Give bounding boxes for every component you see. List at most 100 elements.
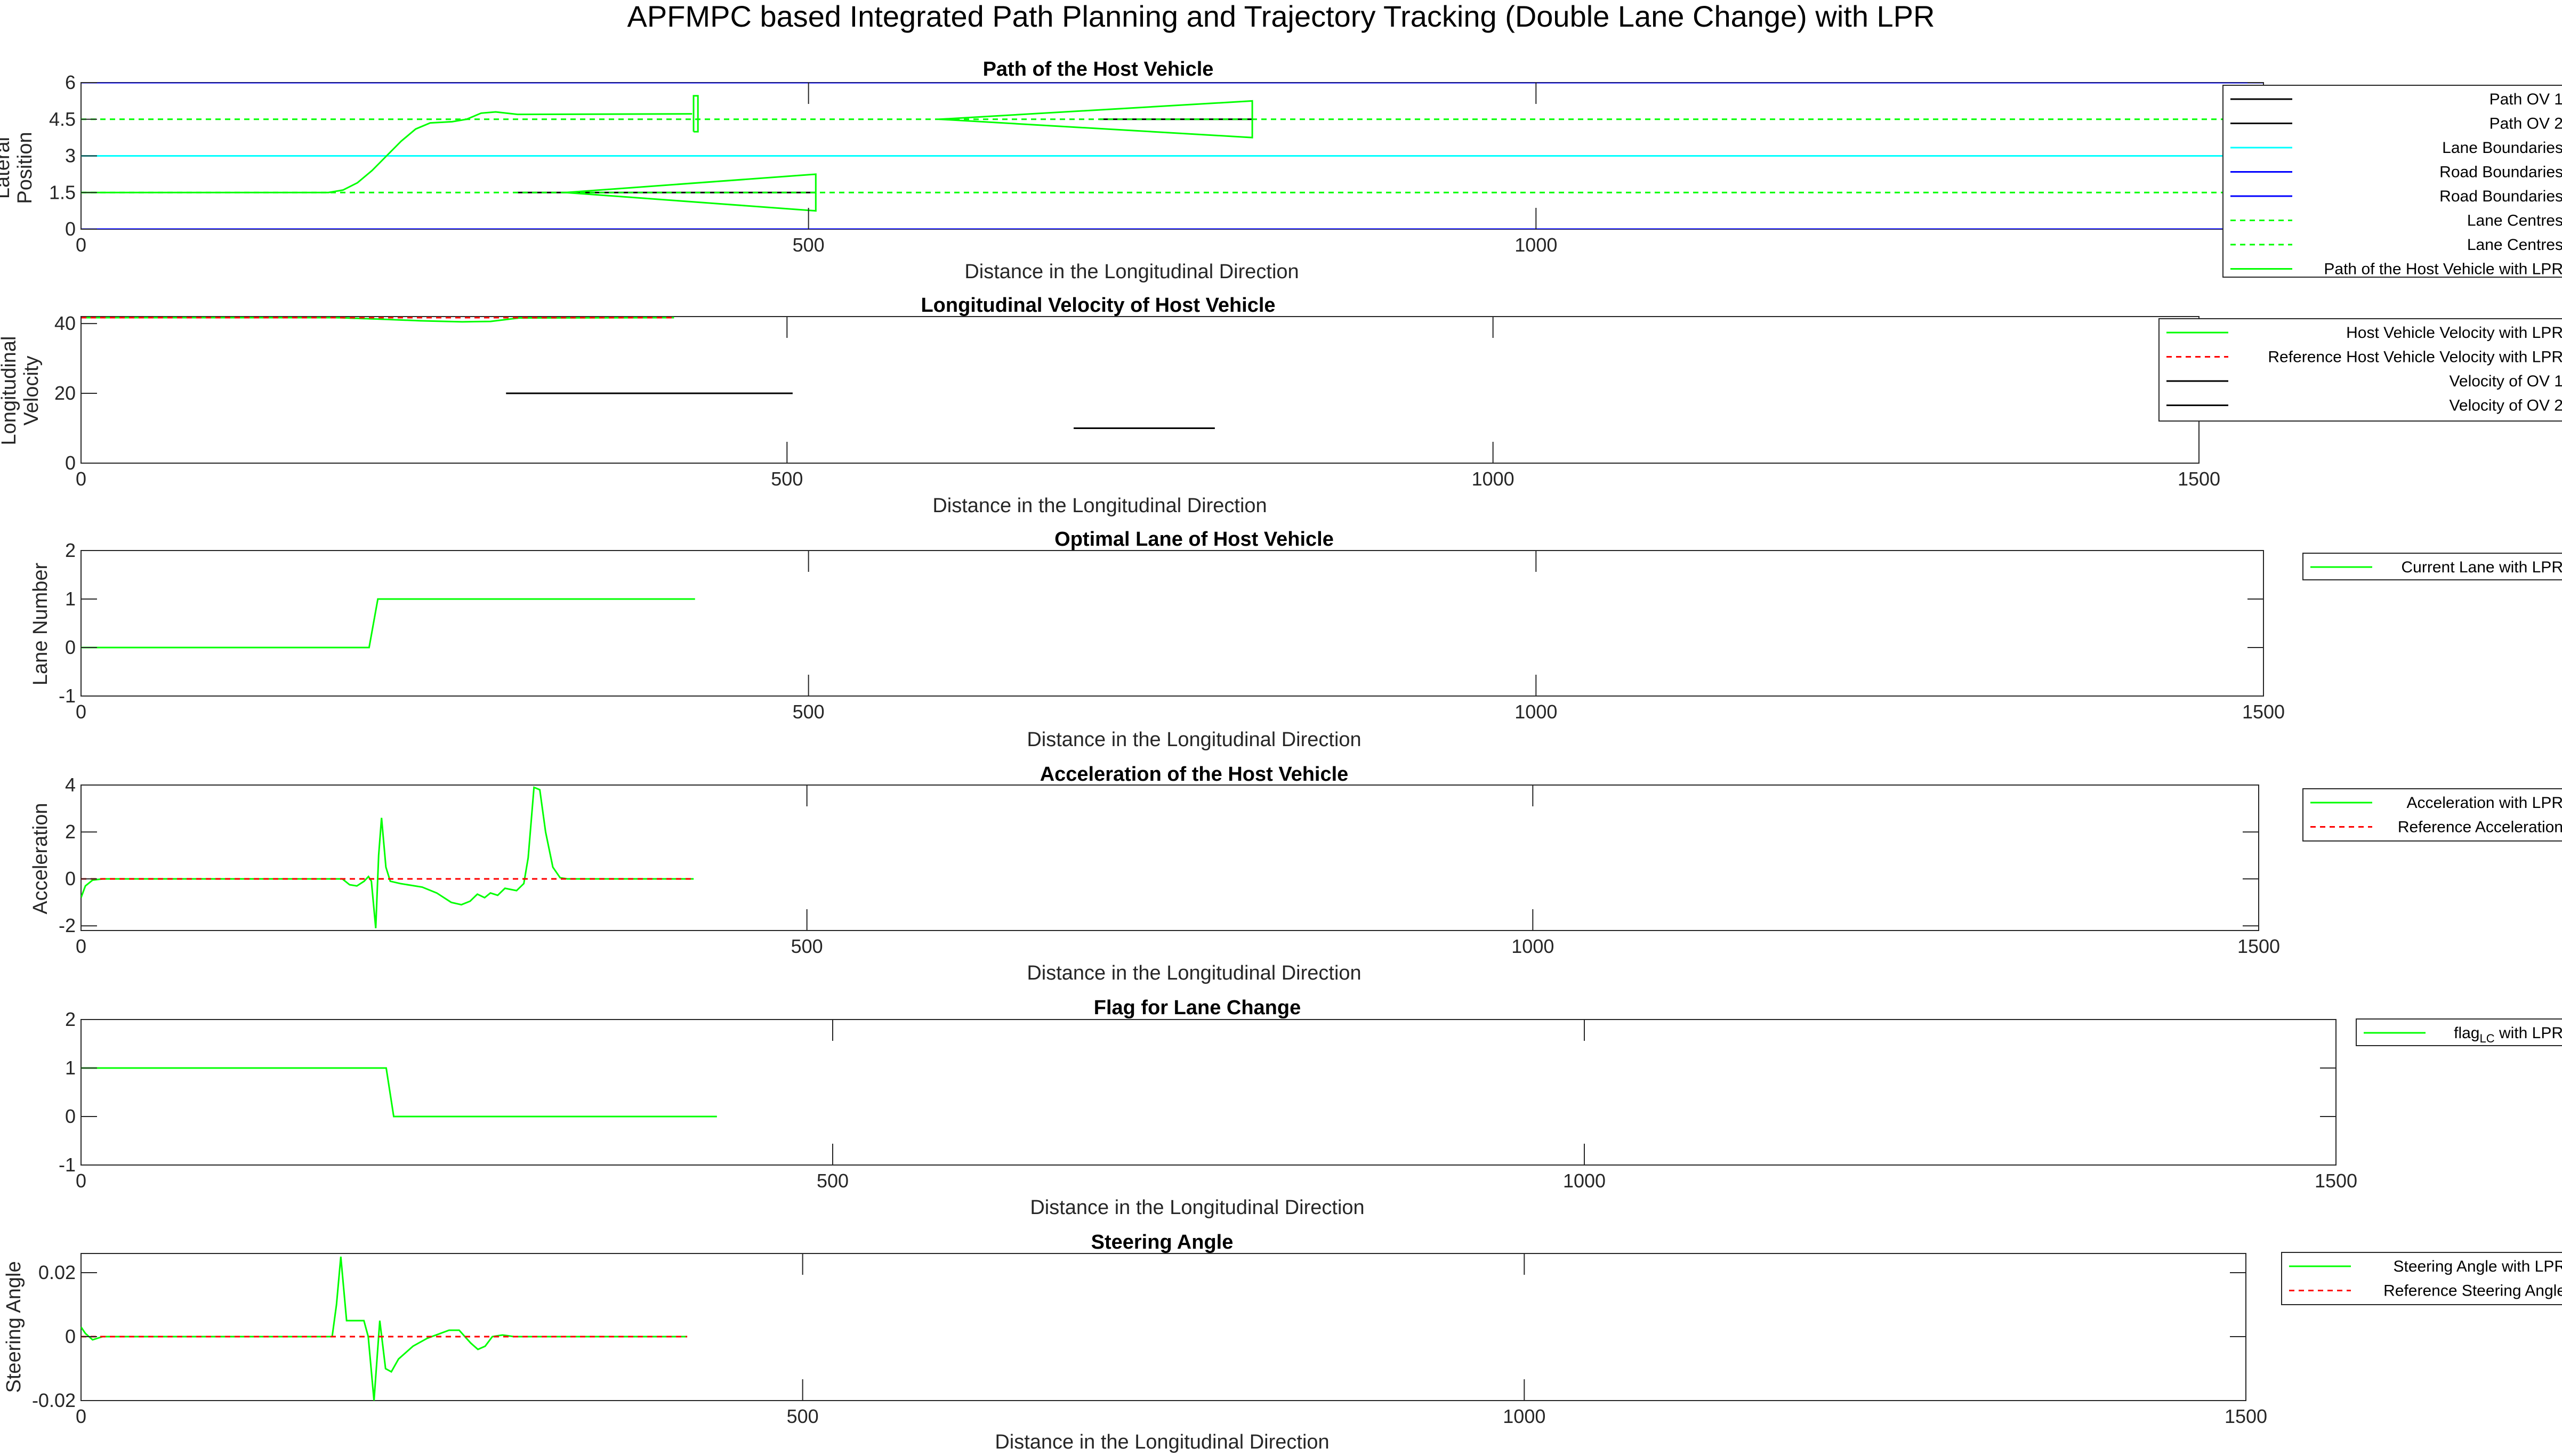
- y-axis-label-line: Acceleration: [29, 803, 52, 914]
- legend-label: Lane Boundaries: [2442, 139, 2562, 157]
- y-tick-label: 0.02: [38, 1261, 76, 1283]
- series-line-8: [81, 111, 692, 193]
- y-tick-label: 0: [65, 452, 76, 474]
- y-tick-label: 0: [65, 636, 76, 658]
- series-line-1: [81, 786, 694, 928]
- x-tick-label: 1000: [1514, 234, 1557, 256]
- vehicle-outline-1: [565, 173, 817, 212]
- y-tick-label: -0.02: [32, 1389, 76, 1411]
- legend-label: Path OV 1: [2490, 91, 2562, 108]
- x-tick-label: 0: [76, 234, 86, 256]
- x-axis-label: Distance in the Longitudinal Direction: [1030, 1196, 1364, 1219]
- y-axis-label-line: Lateral: [0, 137, 14, 199]
- axes-box: [80, 1019, 2337, 1166]
- y-tick-label: 40: [54, 312, 76, 334]
- plot-title: Steering Angle: [1091, 1231, 1234, 1253]
- y-tick-label: 20: [54, 382, 76, 404]
- y-axis-label: Steering Angle: [3, 1261, 25, 1393]
- data-layer: [81, 598, 695, 649]
- legend: Acceleration with LPR Reference Accelerat…: [2302, 788, 2562, 842]
- legend-label: flagLC with LPR: [2454, 1024, 2562, 1045]
- y-tick-label: -1: [59, 685, 76, 707]
- data-layer: [81, 1256, 688, 1401]
- legend-label: Reference Steering Angle: [2383, 1282, 2562, 1300]
- legend-label: Road Boundaries: [2439, 188, 2562, 205]
- y-axis-label-line: Steering Angle: [3, 1261, 25, 1393]
- y-tick-label: 3: [65, 145, 76, 167]
- y-tick-label: 0: [65, 1105, 76, 1127]
- legend-label: Path OV 2: [2490, 115, 2562, 133]
- figure-title: APFMPC based Integrated Path Planning an…: [627, 0, 1935, 33]
- x-tick-label: 1000: [1563, 1170, 1606, 1192]
- plot-title: Longitudinal Velocity of Host Vehicle: [921, 294, 1275, 317]
- legend-label-suffix: with LPR: [2495, 1024, 2562, 1042]
- data-layer: [81, 317, 1215, 430]
- x-tick-label: 0: [76, 1405, 86, 1427]
- axes-box: [80, 316, 2200, 464]
- y-tick-label: -2: [59, 915, 76, 936]
- x-tick-label: 0: [76, 1170, 86, 1192]
- x-tick-label: 500: [791, 935, 823, 957]
- plot-title: Acceleration of the Host Vehicle: [1040, 763, 1349, 786]
- data-layer: [81, 786, 694, 928]
- y-tick-label: -1: [59, 1154, 76, 1176]
- legend-box: [2302, 788, 2562, 842]
- x-tick-label: 1500: [2242, 701, 2285, 723]
- x-tick-label: 500: [817, 1170, 849, 1192]
- y-tick-label: 4: [65, 774, 76, 796]
- x-axis-label: Distance in the Longitudinal Direction: [932, 495, 1267, 517]
- y-tick-label: 1: [65, 1057, 76, 1079]
- x-axis-label: Distance in the Longitudinal Direction: [964, 261, 1299, 283]
- y-tick-label: 0: [65, 868, 76, 889]
- legend-label: Acceleration with LPR: [2407, 794, 2562, 812]
- y-axis-label: LateralPosition: [0, 132, 36, 204]
- plot-title: Flag for Lane Change: [1094, 997, 1301, 1019]
- legend: Host Vehicle Velocity with LPR Reference …: [2158, 318, 2562, 422]
- legend-label: Path of the Host Vehicle with LPR: [2324, 261, 2562, 278]
- x-tick-label: 0: [76, 935, 86, 957]
- series-line-1: [81, 1067, 717, 1118]
- legend: Steering Angle with LPR Reference Steerin…: [2281, 1252, 2562, 1305]
- x-tick-label: 1000: [1511, 935, 1554, 957]
- y-tick-label: 6: [65, 71, 76, 93]
- x-tick-label: 0: [76, 468, 86, 490]
- x-tick-label: 1500: [2225, 1405, 2267, 1427]
- x-tick-label: 0: [76, 701, 86, 723]
- axes-box: [80, 550, 2264, 697]
- x-tick-label: 1000: [1503, 1405, 1545, 1427]
- legend: flagLC with LPR: [2356, 1018, 2562, 1046]
- legend: Current Lane with LPR: [2302, 553, 2562, 580]
- plot-title: Optimal Lane of Host Vehicle: [1054, 528, 1334, 551]
- legend: Path OV 1 Path OV 2 Lane Boundaries Road Bo…: [2222, 85, 2562, 278]
- legend-label: Lane Centres: [2467, 212, 2562, 230]
- plot-title: Path of the Host Vehicle: [983, 58, 1214, 80]
- vehicle-outline-8: [692, 95, 699, 133]
- x-axis-label: Distance in the Longitudinal Direction: [1027, 962, 1361, 984]
- x-axis-label: Distance in the Longitudinal Direction: [995, 1431, 1329, 1453]
- legend-box: [2281, 1252, 2562, 1305]
- y-tick-label: 0: [65, 1325, 76, 1347]
- y-axis-label-line: Lane Number: [29, 563, 52, 686]
- legend-label: Host Vehicle Velocity with LPR: [2346, 324, 2562, 342]
- legend-label-main: flag: [2454, 1024, 2479, 1042]
- legend-label: Reference Host Vehicle Velocity with LPR: [2268, 349, 2562, 366]
- x-tick-label: 500: [771, 468, 803, 490]
- y-tick-label: 1: [65, 588, 76, 610]
- series-line-1: [81, 598, 695, 649]
- x-tick-label: 500: [793, 234, 825, 256]
- y-axis-label: Acceleration: [29, 803, 52, 914]
- x-tick-label: 500: [787, 1405, 819, 1427]
- axes-box: [80, 1253, 2246, 1401]
- y-axis-label: Lane Number: [29, 563, 52, 686]
- x-tick-label: 1500: [2315, 1170, 2357, 1192]
- legend-label: Road Boundaries: [2439, 164, 2562, 181]
- x-tick-label: 1000: [1514, 701, 1557, 723]
- y-axis-label-line: Velocity: [20, 356, 43, 426]
- x-axis-label: Distance in the Longitudinal Direction: [1027, 729, 1361, 751]
- x-tick-label: 1000: [1472, 468, 1514, 490]
- legend-label: Reference Acceleration: [2398, 819, 2562, 836]
